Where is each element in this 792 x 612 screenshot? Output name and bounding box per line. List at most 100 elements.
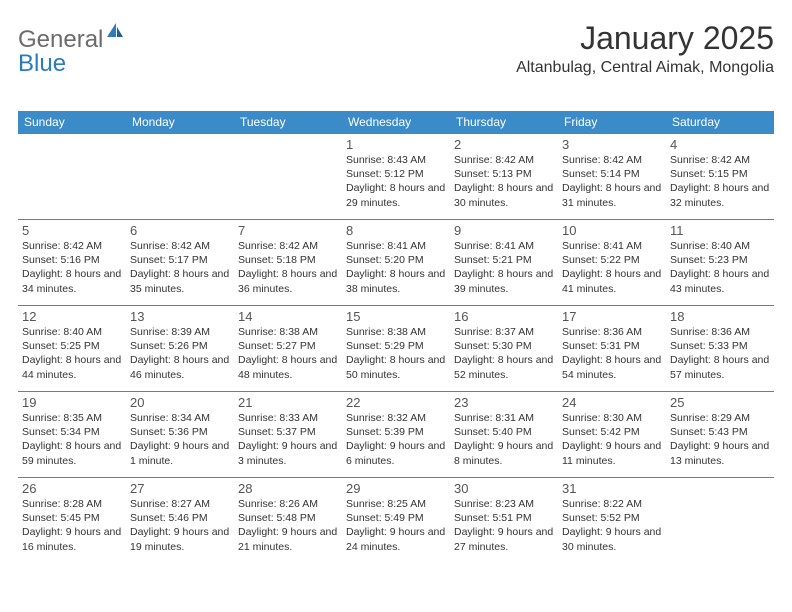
day-number: 31 — [562, 481, 662, 496]
day-number: 25 — [670, 395, 770, 410]
week-row: 19Sunrise: 8:35 AMSunset: 5:34 PMDayligh… — [18, 392, 774, 478]
calendar-table: SundayMondayTuesdayWednesdayThursdayFrid… — [18, 111, 774, 564]
day-number: 9 — [454, 223, 554, 238]
day-info: Sunrise: 8:37 AMSunset: 5:30 PMDaylight:… — [454, 325, 554, 382]
weekday-header-row: SundayMondayTuesdayWednesdayThursdayFrid… — [18, 111, 774, 134]
day-cell: 4Sunrise: 8:42 AMSunset: 5:15 PMDaylight… — [666, 134, 774, 220]
sail-icon — [105, 21, 125, 44]
empty-cell — [126, 134, 234, 220]
day-number: 10 — [562, 223, 662, 238]
month-title: January 2025 — [516, 20, 774, 57]
day-cell: 1Sunrise: 8:43 AMSunset: 5:12 PMDaylight… — [342, 134, 450, 220]
day-number: 12 — [22, 309, 122, 324]
day-info: Sunrise: 8:42 AMSunset: 5:14 PMDaylight:… — [562, 153, 662, 210]
day-cell: 27Sunrise: 8:27 AMSunset: 5:46 PMDayligh… — [126, 478, 234, 564]
day-number: 11 — [670, 223, 770, 238]
day-number: 3 — [562, 137, 662, 152]
empty-cell — [666, 478, 774, 564]
day-cell: 21Sunrise: 8:33 AMSunset: 5:37 PMDayligh… — [234, 392, 342, 478]
day-info: Sunrise: 8:28 AMSunset: 5:45 PMDaylight:… — [22, 497, 122, 554]
day-info: Sunrise: 8:42 AMSunset: 5:13 PMDaylight:… — [454, 153, 554, 210]
day-cell: 18Sunrise: 8:36 AMSunset: 5:33 PMDayligh… — [666, 306, 774, 392]
weekday-header: Friday — [558, 111, 666, 134]
day-info: Sunrise: 8:27 AMSunset: 5:46 PMDaylight:… — [130, 497, 230, 554]
day-cell: 10Sunrise: 8:41 AMSunset: 5:22 PMDayligh… — [558, 220, 666, 306]
day-cell: 30Sunrise: 8:23 AMSunset: 5:51 PMDayligh… — [450, 478, 558, 564]
day-info: Sunrise: 8:42 AMSunset: 5:18 PMDaylight:… — [238, 239, 338, 296]
day-number: 24 — [562, 395, 662, 410]
day-info: Sunrise: 8:36 AMSunset: 5:33 PMDaylight:… — [670, 325, 770, 382]
weekday-header: Sunday — [18, 111, 126, 134]
day-cell: 16Sunrise: 8:37 AMSunset: 5:30 PMDayligh… — [450, 306, 558, 392]
day-cell: 29Sunrise: 8:25 AMSunset: 5:49 PMDayligh… — [342, 478, 450, 564]
day-number: 20 — [130, 395, 230, 410]
day-number: 2 — [454, 137, 554, 152]
day-cell: 5Sunrise: 8:42 AMSunset: 5:16 PMDaylight… — [18, 220, 126, 306]
day-info: Sunrise: 8:31 AMSunset: 5:40 PMDaylight:… — [454, 411, 554, 468]
day-number: 7 — [238, 223, 338, 238]
page-header: General January 2025 Altanbulag, Central… — [18, 20, 774, 77]
day-cell: 7Sunrise: 8:42 AMSunset: 5:18 PMDaylight… — [234, 220, 342, 306]
day-number: 4 — [670, 137, 770, 152]
day-cell: 23Sunrise: 8:31 AMSunset: 5:40 PMDayligh… — [450, 392, 558, 478]
day-info: Sunrise: 8:26 AMSunset: 5:48 PMDaylight:… — [238, 497, 338, 554]
title-block: January 2025 Altanbulag, Central Aimak, … — [516, 20, 774, 77]
day-number: 15 — [346, 309, 446, 324]
week-row: 26Sunrise: 8:28 AMSunset: 5:45 PMDayligh… — [18, 478, 774, 564]
day-info: Sunrise: 8:41 AMSunset: 5:20 PMDaylight:… — [346, 239, 446, 296]
day-number: 23 — [454, 395, 554, 410]
empty-cell — [234, 134, 342, 220]
day-cell: 17Sunrise: 8:36 AMSunset: 5:31 PMDayligh… — [558, 306, 666, 392]
day-info: Sunrise: 8:40 AMSunset: 5:23 PMDaylight:… — [670, 239, 770, 296]
day-info: Sunrise: 8:39 AMSunset: 5:26 PMDaylight:… — [130, 325, 230, 382]
day-info: Sunrise: 8:42 AMSunset: 5:17 PMDaylight:… — [130, 239, 230, 296]
day-cell: 15Sunrise: 8:38 AMSunset: 5:29 PMDayligh… — [342, 306, 450, 392]
day-number: 5 — [22, 223, 122, 238]
day-info: Sunrise: 8:22 AMSunset: 5:52 PMDaylight:… — [562, 497, 662, 554]
day-info: Sunrise: 8:40 AMSunset: 5:25 PMDaylight:… — [22, 325, 122, 382]
brand-name-2: Blue — [18, 50, 66, 78]
day-cell: 26Sunrise: 8:28 AMSunset: 5:45 PMDayligh… — [18, 478, 126, 564]
weekday-header: Wednesday — [342, 111, 450, 134]
day-cell: 3Sunrise: 8:42 AMSunset: 5:14 PMDaylight… — [558, 134, 666, 220]
day-info: Sunrise: 8:41 AMSunset: 5:21 PMDaylight:… — [454, 239, 554, 296]
day-cell: 8Sunrise: 8:41 AMSunset: 5:20 PMDaylight… — [342, 220, 450, 306]
day-cell: 19Sunrise: 8:35 AMSunset: 5:34 PMDayligh… — [18, 392, 126, 478]
day-cell: 6Sunrise: 8:42 AMSunset: 5:17 PMDaylight… — [126, 220, 234, 306]
day-cell: 20Sunrise: 8:34 AMSunset: 5:36 PMDayligh… — [126, 392, 234, 478]
day-cell: 22Sunrise: 8:32 AMSunset: 5:39 PMDayligh… — [342, 392, 450, 478]
day-cell: 25Sunrise: 8:29 AMSunset: 5:43 PMDayligh… — [666, 392, 774, 478]
day-info: Sunrise: 8:41 AMSunset: 5:22 PMDaylight:… — [562, 239, 662, 296]
day-cell: 12Sunrise: 8:40 AMSunset: 5:25 PMDayligh… — [18, 306, 126, 392]
day-cell: 31Sunrise: 8:22 AMSunset: 5:52 PMDayligh… — [558, 478, 666, 564]
day-info: Sunrise: 8:29 AMSunset: 5:43 PMDaylight:… — [670, 411, 770, 468]
weekday-header: Saturday — [666, 111, 774, 134]
day-number: 21 — [238, 395, 338, 410]
day-cell: 24Sunrise: 8:30 AMSunset: 5:42 PMDayligh… — [558, 392, 666, 478]
day-info: Sunrise: 8:33 AMSunset: 5:37 PMDaylight:… — [238, 411, 338, 468]
day-number: 27 — [130, 481, 230, 496]
week-row: 5Sunrise: 8:42 AMSunset: 5:16 PMDaylight… — [18, 220, 774, 306]
day-number: 17 — [562, 309, 662, 324]
day-info: Sunrise: 8:30 AMSunset: 5:42 PMDaylight:… — [562, 411, 662, 468]
day-cell: 14Sunrise: 8:38 AMSunset: 5:27 PMDayligh… — [234, 306, 342, 392]
week-row: 12Sunrise: 8:40 AMSunset: 5:25 PMDayligh… — [18, 306, 774, 392]
day-number: 28 — [238, 481, 338, 496]
day-info: Sunrise: 8:23 AMSunset: 5:51 PMDaylight:… — [454, 497, 554, 554]
day-number: 13 — [130, 309, 230, 324]
day-number: 29 — [346, 481, 446, 496]
weekday-header: Thursday — [450, 111, 558, 134]
day-number: 1 — [346, 137, 446, 152]
calendar-page: General January 2025 Altanbulag, Central… — [0, 0, 792, 564]
day-cell: 9Sunrise: 8:41 AMSunset: 5:21 PMDaylight… — [450, 220, 558, 306]
day-number: 22 — [346, 395, 446, 410]
day-info: Sunrise: 8:42 AMSunset: 5:16 PMDaylight:… — [22, 239, 122, 296]
day-info: Sunrise: 8:34 AMSunset: 5:36 PMDaylight:… — [130, 411, 230, 468]
day-number: 19 — [22, 395, 122, 410]
day-cell: 2Sunrise: 8:42 AMSunset: 5:13 PMDaylight… — [450, 134, 558, 220]
day-number: 6 — [130, 223, 230, 238]
week-row: 1Sunrise: 8:43 AMSunset: 5:12 PMDaylight… — [18, 134, 774, 220]
day-info: Sunrise: 8:25 AMSunset: 5:49 PMDaylight:… — [346, 497, 446, 554]
day-info: Sunrise: 8:38 AMSunset: 5:29 PMDaylight:… — [346, 325, 446, 382]
empty-cell — [18, 134, 126, 220]
